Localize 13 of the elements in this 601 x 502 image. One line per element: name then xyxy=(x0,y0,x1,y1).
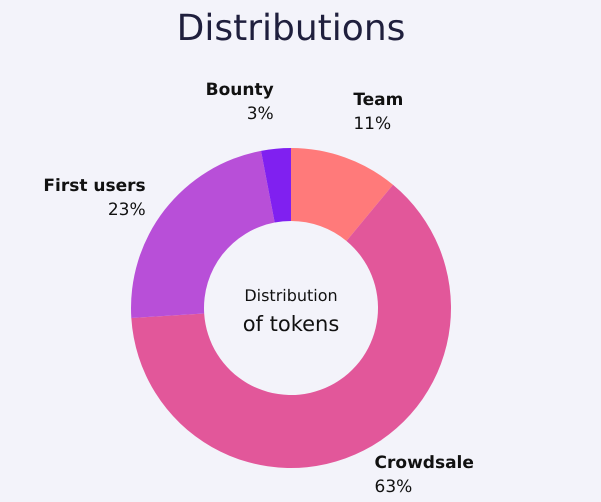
chart-title: Distributions xyxy=(176,8,406,49)
data-label: 23% xyxy=(108,200,146,220)
slice-label: First users xyxy=(43,176,146,196)
slice-label: Crowdsale xyxy=(374,452,474,473)
slice-label: Team xyxy=(353,90,404,110)
slice-label: Bounty xyxy=(206,80,274,100)
data-label: 63% xyxy=(374,476,412,497)
donut-slice xyxy=(261,148,291,223)
text: of tokens xyxy=(242,312,340,336)
data-label: 11% xyxy=(353,114,392,134)
data-label: 3% xyxy=(246,104,274,124)
donut-slice xyxy=(291,148,393,241)
text: Distribution xyxy=(244,286,338,305)
